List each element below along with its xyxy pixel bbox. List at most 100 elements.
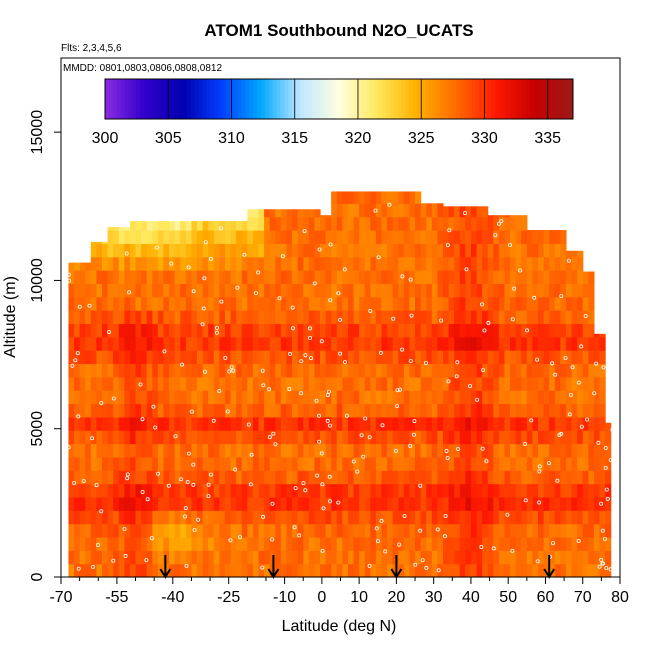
heatmap-cell [74, 430, 81, 445]
heatmap-cell [482, 550, 489, 565]
heatmap-cell [180, 550, 187, 565]
heatmap-cell [224, 243, 232, 258]
heatmap-cell [482, 456, 489, 471]
heatmap-cell [191, 363, 198, 378]
heatmap-cell [146, 323, 153, 338]
heatmap-cell [381, 191, 388, 204]
heatmap-cell [487, 510, 494, 525]
heatmap-cell [297, 456, 304, 471]
heatmap-cell [588, 310, 595, 325]
sample-point [107, 330, 112, 335]
heatmap-cell [437, 310, 444, 325]
heatmap-cell [146, 430, 153, 445]
heatmap-cell [364, 456, 371, 471]
heatmap-cell [498, 523, 506, 538]
heatmap-cell [448, 470, 455, 485]
heatmap-cell [280, 376, 288, 391]
heatmap-cell [364, 443, 371, 458]
heatmap-cell [157, 296, 165, 311]
heatmap-cell [510, 323, 517, 338]
heatmap-cell [510, 363, 517, 378]
heatmap-cell [113, 270, 120, 284]
heatmap-cell [146, 443, 153, 458]
heatmap-cell [314, 336, 321, 351]
heatmap-cell [487, 456, 494, 471]
heatmap-cell [157, 416, 165, 431]
heatmap-cell [504, 443, 511, 458]
heatmap-cell [359, 456, 366, 471]
sample-point [248, 482, 253, 487]
heatmap-cell [599, 350, 606, 365]
heatmap-cell [74, 483, 81, 498]
heatmap-cell [437, 496, 444, 511]
heatmap-cell [521, 510, 528, 525]
heatmap-cell [219, 221, 226, 231]
heatmap-cell [599, 363, 606, 378]
heatmap-cell [476, 523, 483, 538]
heatmap-cell [286, 416, 293, 431]
heatmap-cell [68, 496, 75, 511]
sample-point [603, 445, 608, 450]
heatmap-cell [442, 536, 450, 551]
heatmap-cell [538, 510, 545, 525]
heatmap-cell [420, 536, 427, 551]
heatmap-cell [213, 230, 220, 244]
heatmap-cell [241, 363, 248, 378]
heatmap-cell [85, 363, 92, 378]
heatmap-cell [331, 296, 338, 311]
heatmap-cell [392, 456, 399, 471]
heatmap-cell [565, 283, 573, 298]
heatmap-cell [68, 430, 75, 445]
sample-point [99, 400, 104, 405]
sample-point [328, 298, 333, 303]
heatmap-cell [538, 403, 545, 418]
heatmap-cell [157, 510, 165, 525]
sample-point [567, 412, 572, 417]
heatmap-cell [353, 230, 360, 244]
heatmap-cell [426, 270, 433, 284]
colorbar-segment [136, 79, 141, 119]
heatmap-cell [465, 363, 472, 378]
heatmap-cell [331, 523, 338, 538]
heatmap-cell [353, 483, 360, 498]
sample-point [184, 563, 189, 568]
heatmap-cell [169, 256, 176, 271]
heatmap-cell [415, 430, 422, 445]
heatmap-cell [359, 350, 366, 365]
heatmap-cell [269, 470, 276, 485]
heatmap-cell [403, 510, 411, 525]
heatmap-cell [146, 523, 153, 538]
heatmap-cell [554, 416, 561, 431]
heatmap-cell [174, 323, 181, 338]
heatmap-cell [560, 403, 567, 418]
heatmap-cell [375, 523, 383, 538]
heatmap-cell [403, 430, 411, 445]
heatmap-cell [510, 215, 517, 218]
heatmap-cell [325, 336, 332, 351]
heatmap-cell [252, 243, 260, 258]
heatmap-cell [347, 270, 355, 284]
heatmap-cell [532, 536, 539, 551]
heatmap-cell [174, 363, 181, 378]
heatmap-cell [482, 563, 489, 578]
heatmap-cell [353, 310, 360, 325]
heatmap-cell [498, 430, 506, 445]
heatmap-cell [470, 523, 478, 538]
heatmap-cell [292, 350, 299, 365]
heatmap-cell [353, 203, 360, 218]
heatmap-cell [141, 496, 148, 511]
heatmap-cell [420, 416, 427, 431]
heatmap-cell [219, 510, 226, 525]
heatmap-cell [370, 270, 377, 284]
heatmap-cell [409, 376, 416, 391]
heatmap-cell [247, 270, 254, 284]
heatmap-cell [292, 510, 299, 525]
heatmap-cell [230, 496, 237, 511]
heatmap-cell [454, 430, 461, 445]
heatmap-cell [241, 230, 248, 244]
colorbar-segment [300, 79, 305, 119]
heatmap-cell [398, 470, 405, 485]
heatmap-cell [420, 363, 427, 378]
sample-point [475, 397, 480, 402]
heatmap-cell [437, 470, 444, 485]
